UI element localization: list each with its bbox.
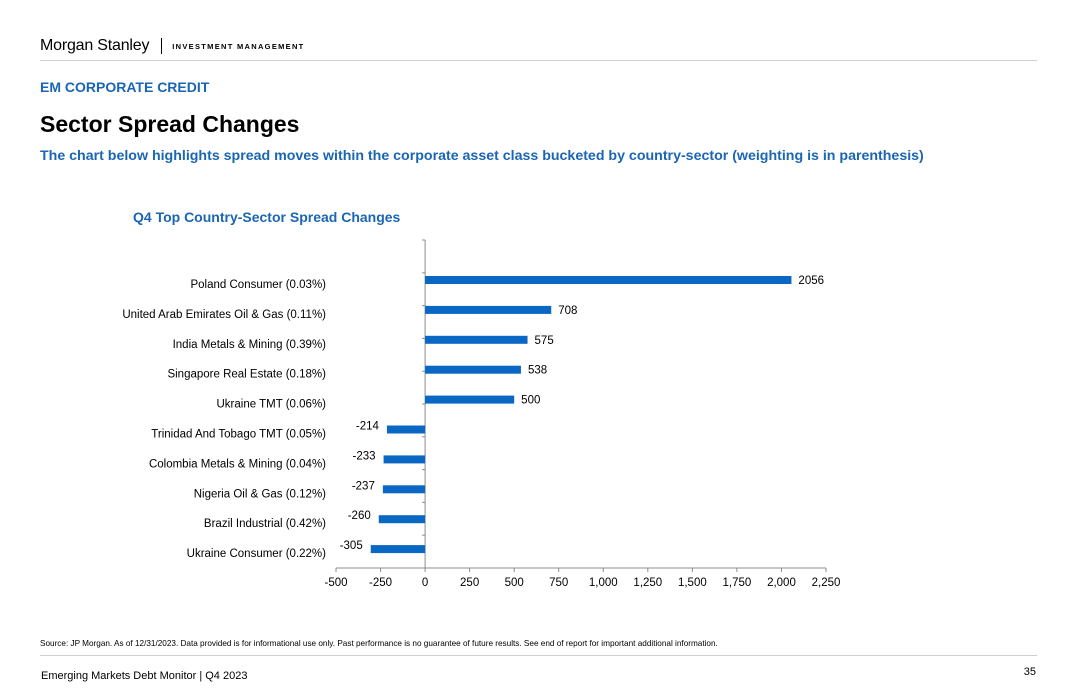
data-label: -214 — [356, 421, 380, 433]
bottom-divider — [40, 655, 1037, 656]
x-tick-label: 1,500 — [678, 577, 707, 589]
x-tick-label: 500 — [505, 577, 524, 589]
page-title: Sector Spread Changes — [40, 111, 300, 137]
x-tick-label: 2,250 — [812, 577, 841, 589]
data-label: -305 — [340, 540, 363, 552]
section-label: EM CORPORATE CREDIT — [40, 79, 210, 95]
x-tick-label: 250 — [460, 577, 479, 589]
bar — [386, 425, 426, 434]
data-label: 538 — [528, 365, 547, 377]
brand-divider — [161, 38, 163, 54]
x-tick-label: 2,000 — [767, 577, 796, 589]
x-tick-label: 0 — [422, 577, 428, 589]
category-label: India Metals & Mining (0.39%) — [173, 339, 327, 351]
category-label: Trinidad And Tobago TMT (0.05%) — [151, 429, 326, 441]
bar — [425, 305, 552, 314]
category-label: Colombia Metals & Mining (0.04%) — [149, 458, 326, 470]
category-label: Poland Consumer (0.03%) — [190, 279, 326, 291]
bar — [425, 365, 521, 374]
morgan-stanley-logo: Morgan Stanley — [40, 37, 150, 54]
category-label: Brazil Industrial (0.42%) — [204, 518, 326, 530]
data-label: -237 — [352, 480, 375, 492]
x-tick-label: -250 — [369, 577, 392, 589]
brand-header: Morgan Stanley INVESTMENT MANAGEMENT — [40, 36, 305, 56]
division-label: INVESTMENT MANAGEMENT — [172, 41, 305, 51]
data-label: 2056 — [798, 275, 824, 287]
top-divider — [40, 60, 1037, 61]
category-label: United Arab Emirates Oil & Gas (0.11%) — [122, 309, 326, 321]
bar — [383, 455, 426, 464]
category-label: Ukraine TMT (0.06%) — [217, 399, 327, 411]
category-label: Singapore Real Estate (0.18%) — [167, 369, 326, 381]
category-label: Ukraine Consumer (0.22%) — [187, 548, 327, 560]
data-label: -233 — [353, 450, 376, 462]
page-number: 35 — [1023, 666, 1036, 678]
chart-title: Q4 Top Country-Sector Spread Changes — [133, 209, 401, 225]
data-label: 708 — [558, 305, 577, 317]
page-subtitle: The chart below highlights spread moves … — [40, 148, 924, 164]
bar — [425, 276, 792, 284]
bar — [378, 515, 426, 524]
data-label: 500 — [521, 395, 540, 407]
bar — [370, 545, 426, 554]
x-tick-label: 1,750 — [723, 577, 752, 589]
bar — [425, 335, 528, 344]
x-tick-label: 1,000 — [589, 577, 618, 589]
data-label: 575 — [535, 335, 554, 347]
data-label: -260 — [348, 510, 371, 522]
bar — [382, 485, 426, 494]
category-label: Nigeria Oil & Gas (0.12%) — [194, 488, 326, 500]
x-tick-label: 1,250 — [633, 577, 662, 589]
bar — [425, 395, 515, 404]
x-tick-label: -500 — [324, 577, 347, 589]
publication-name: Emerging Markets Debt Monitor | Q4 2023 — [41, 670, 248, 682]
x-tick-label: 750 — [549, 577, 568, 589]
source-note: Source: JP Morgan. As of 12/31/2023. Dat… — [40, 639, 718, 648]
